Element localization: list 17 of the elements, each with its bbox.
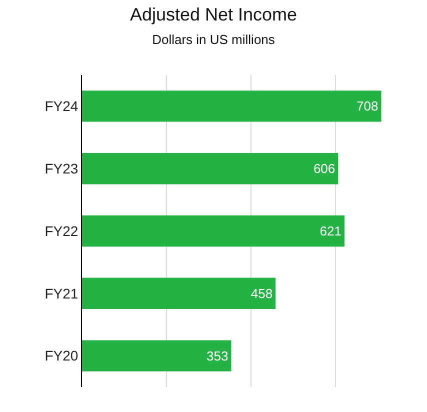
data-label: 353 <box>206 348 228 364</box>
bar <box>82 153 338 184</box>
data-label: 458 <box>250 286 273 301</box>
y-tick-label: FY22 <box>44 222 78 239</box>
data-label: 606 <box>313 161 336 176</box>
chart-subtitle: Dollars in US millions <box>152 32 276 47</box>
data-label: 621 <box>320 224 342 238</box>
y-tick-label: FY21 <box>44 285 78 302</box>
bar <box>82 340 232 372</box>
y-tick-label: FY20 <box>44 348 78 364</box>
bar <box>82 90 382 122</box>
chart-title: Adjusted Net Income <box>130 4 298 25</box>
y-tick-label: FY24 <box>44 98 78 114</box>
y-tick-label: FY23 <box>44 160 78 176</box>
bar <box>82 278 276 309</box>
data-label: 708 <box>356 98 378 114</box>
bar <box>82 215 344 247</box>
